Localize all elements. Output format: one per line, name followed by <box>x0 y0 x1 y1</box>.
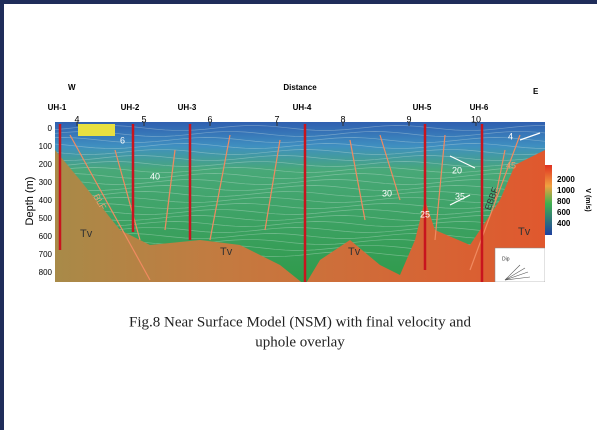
distance-tick-label: 10 <box>471 114 481 124</box>
annotation: 45 <box>506 160 516 170</box>
distance-label: Distance <box>283 83 317 92</box>
annotation: 4 <box>508 131 513 141</box>
distance-tick-label: 7 <box>274 114 279 124</box>
uphole-label: UH-1 <box>48 103 67 112</box>
depth-tick-label: 500 <box>39 214 53 223</box>
annotation: Tv <box>518 226 531 238</box>
uphole-label: UH-3 <box>178 103 197 112</box>
distance-tick-label: 5 <box>141 114 146 124</box>
depth-tick-label: 100 <box>39 142 53 151</box>
frame-left <box>0 0 4 430</box>
reflector <box>55 203 545 209</box>
caption-line: Fig.8 Near Surface Model (NSM) with fina… <box>129 314 472 330</box>
depth-tick-label: 800 <box>39 268 53 277</box>
velocity-tick-label: 400 <box>557 219 571 228</box>
depth-tick-label: 0 <box>48 124 53 133</box>
velocity-tick-label: 600 <box>557 208 571 217</box>
reflector <box>55 137 545 143</box>
distance-tick-label: 6 <box>207 114 212 124</box>
reflector <box>55 161 545 167</box>
annotation: Tv <box>220 246 233 258</box>
seismic-image <box>55 122 545 282</box>
velocity-tick-label: 1000 <box>557 186 575 195</box>
depth-axis-label: Depth (m) <box>24 177 36 226</box>
reflector <box>55 197 545 203</box>
uphole-label: UH-6 <box>470 103 489 112</box>
reflector <box>55 185 545 191</box>
reflector <box>55 173 545 179</box>
reflector <box>55 125 545 131</box>
reflector <box>55 143 545 149</box>
uphole-label: UH-4 <box>293 103 312 112</box>
depth-tick-label: 600 <box>39 232 53 241</box>
west-label: W <box>68 83 76 92</box>
distance-tick-label: 9 <box>406 114 411 124</box>
depth-tick-label: 700 <box>39 250 53 259</box>
distance-tick-label: 4 <box>74 114 79 124</box>
uphole-label: UH-5 <box>413 103 432 112</box>
reflector <box>55 233 545 239</box>
depth-tick-label: 300 <box>39 178 53 187</box>
caption-line: uphole overlay <box>255 334 345 350</box>
reflector <box>55 167 545 173</box>
annotation: 35 <box>455 191 465 201</box>
reflector <box>55 131 545 137</box>
annotation: 6 <box>120 135 125 145</box>
annotation: 30 <box>382 188 392 198</box>
reflector <box>55 215 545 221</box>
annotation: Tv <box>80 228 93 240</box>
annotation: Dip <box>502 256 510 262</box>
velocity-tick-label: 800 <box>557 197 571 206</box>
velocity-tick-label: 2000 <box>557 175 575 184</box>
frame-top <box>0 0 597 4</box>
uphole-label: UH-2 <box>121 103 140 112</box>
annotation: 20 <box>452 165 462 175</box>
reflector <box>55 179 545 185</box>
annotation: Tv <box>348 246 361 258</box>
velocity-label: V (m/s) <box>584 188 591 211</box>
east-label: E <box>533 87 539 96</box>
depth-tick-label: 400 <box>39 196 53 205</box>
distance-tick-label: 8 <box>340 114 345 124</box>
reflector <box>55 209 545 215</box>
reflector <box>55 155 545 161</box>
velocity-color-bar <box>545 165 552 235</box>
reflector <box>55 149 545 155</box>
annotation: 40 <box>150 171 160 181</box>
reflector <box>55 221 545 227</box>
depth-tick-label: 200 <box>39 160 53 169</box>
reflector <box>55 191 545 197</box>
annotation: 25 <box>420 209 430 219</box>
